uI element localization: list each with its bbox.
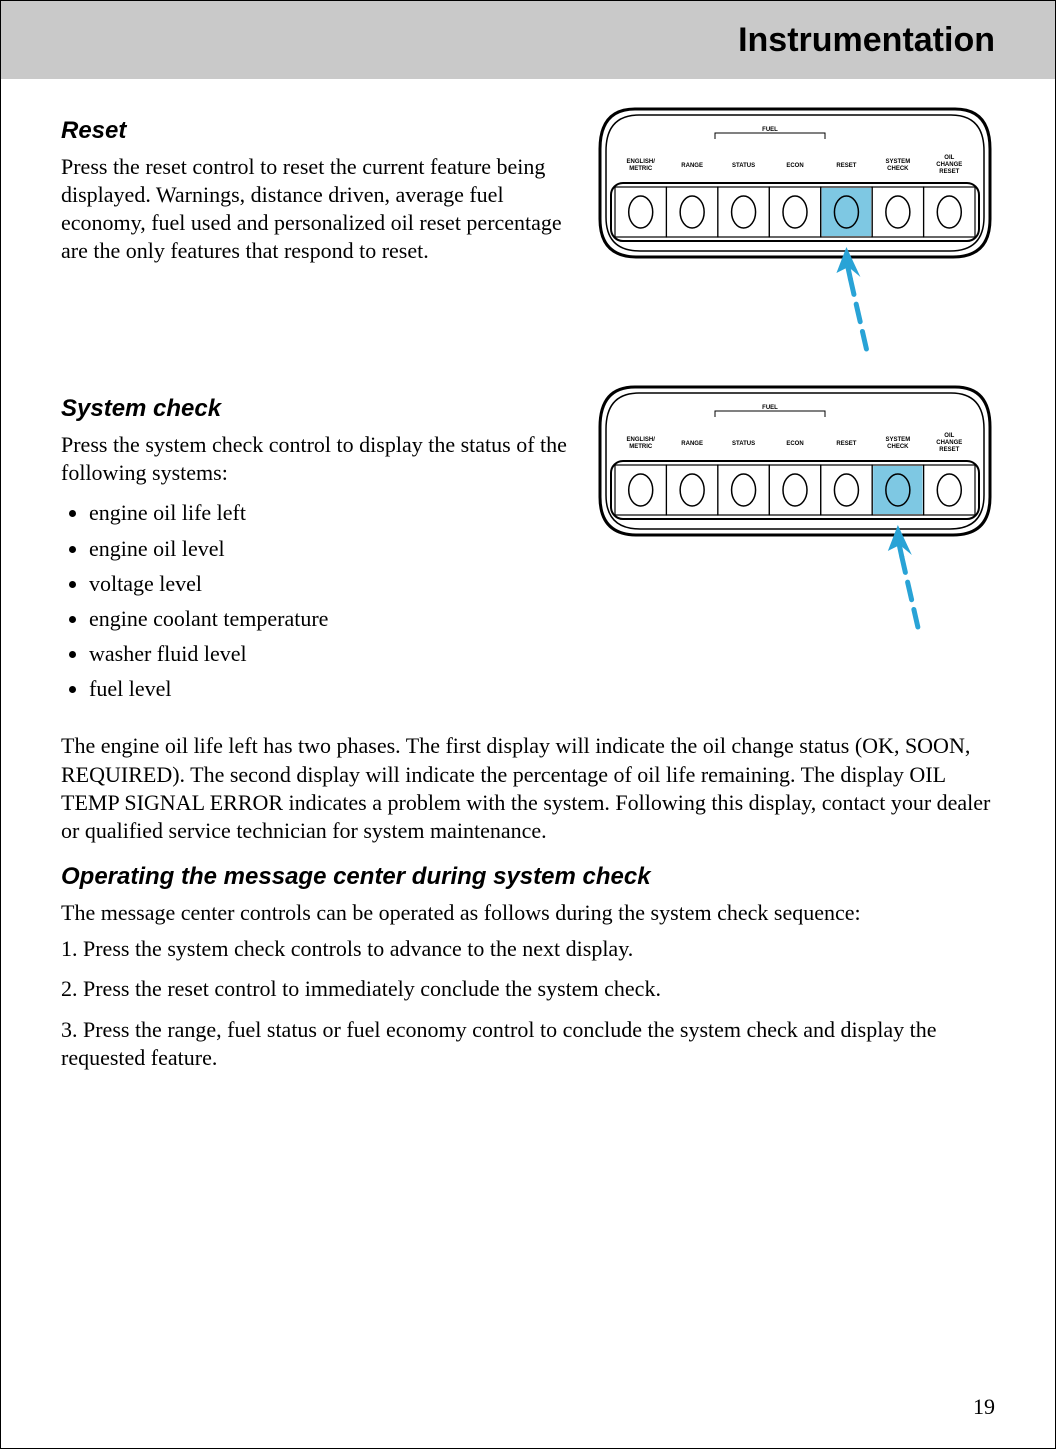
svg-text:FUEL: FUEL [762, 127, 778, 133]
svg-text:OIL: OIL [944, 155, 954, 161]
system-check-heading: System check [61, 395, 577, 423]
svg-text:RESET: RESET [939, 447, 959, 453]
svg-text:CHANGE: CHANGE [936, 162, 962, 168]
svg-text:ENGLISH/: ENGLISH/ [627, 159, 656, 165]
svg-text:METRIC: METRIC [629, 444, 653, 450]
list-item: engine coolant temperature [89, 601, 577, 636]
svg-text:RESET: RESET [939, 169, 959, 175]
system-check-figure: FUEL ENGLISH/METRIC RANGE STATUS ECON RESET SY… [595, 377, 995, 714]
operating-heading: Operating the message center during syst… [61, 863, 995, 891]
svg-text:STATUS: STATUS [732, 441, 755, 447]
svg-text:OIL: OIL [944, 433, 954, 439]
operating-step: 1. Press the system check controls to ad… [61, 935, 995, 963]
page-title: Instrumentation [738, 21, 995, 60]
operating-intro: The message center controls can be opera… [61, 899, 995, 927]
svg-text:ENGLISH/: ENGLISH/ [627, 437, 656, 443]
control-panel-reset-icon: FUEL ENGLISH/METRIC RANGE STATUS ECON RESET SY… [595, 99, 995, 359]
list-item: engine oil life left [89, 495, 577, 530]
control-panel-systemcheck-icon: FUEL ENGLISH/METRIC RANGE STATUS ECON RESET SY… [595, 377, 995, 637]
svg-text:RESET: RESET [836, 163, 856, 169]
svg-text:CHECK: CHECK [887, 444, 909, 450]
reset-section: Reset Press the reset control to reset t… [61, 99, 995, 359]
system-check-intro: Press the system check control to displa… [61, 431, 577, 487]
system-check-list: engine oil life left engine oil level vo… [61, 495, 577, 706]
list-item: fuel level [89, 671, 577, 706]
svg-text:SYSTEM: SYSTEM [886, 159, 911, 165]
list-item: washer fluid level [89, 636, 577, 671]
reset-figure: FUEL ENGLISH/METRIC RANGE STATUS ECON RESET SY… [595, 99, 995, 359]
svg-text:SYSTEM: SYSTEM [886, 437, 911, 443]
svg-text:RANGE: RANGE [681, 441, 703, 447]
list-item: engine oil level [89, 531, 577, 566]
list-item: voltage level [89, 566, 577, 601]
page-number: 19 [973, 1394, 995, 1420]
svg-text:RANGE: RANGE [681, 163, 703, 169]
svg-text:RESET: RESET [836, 441, 856, 447]
content-area: Reset Press the reset control to reset t… [1, 79, 1055, 1124]
system-check-para: The engine oil life left has two phases.… [61, 732, 995, 845]
operating-step: 2. Press the reset control to immediatel… [61, 975, 995, 1003]
system-check-section: System check Press the system check cont… [61, 377, 995, 714]
header-band: Instrumentation [1, 1, 1055, 79]
reset-body: Press the reset control to reset the cur… [61, 153, 577, 266]
svg-text:ECON: ECON [786, 163, 803, 169]
svg-text:STATUS: STATUS [732, 163, 755, 169]
svg-text:CHANGE: CHANGE [936, 440, 962, 446]
page: { "header": { "title": "Instrumentation"… [0, 0, 1056, 1449]
operating-step: 3. Press the range, fuel status or fuel … [61, 1016, 995, 1072]
reset-heading: Reset [61, 117, 577, 145]
svg-text:ECON: ECON [786, 441, 803, 447]
svg-text:FUEL: FUEL [762, 405, 778, 411]
svg-text:METRIC: METRIC [629, 166, 653, 172]
svg-text:CHECK: CHECK [887, 166, 909, 172]
